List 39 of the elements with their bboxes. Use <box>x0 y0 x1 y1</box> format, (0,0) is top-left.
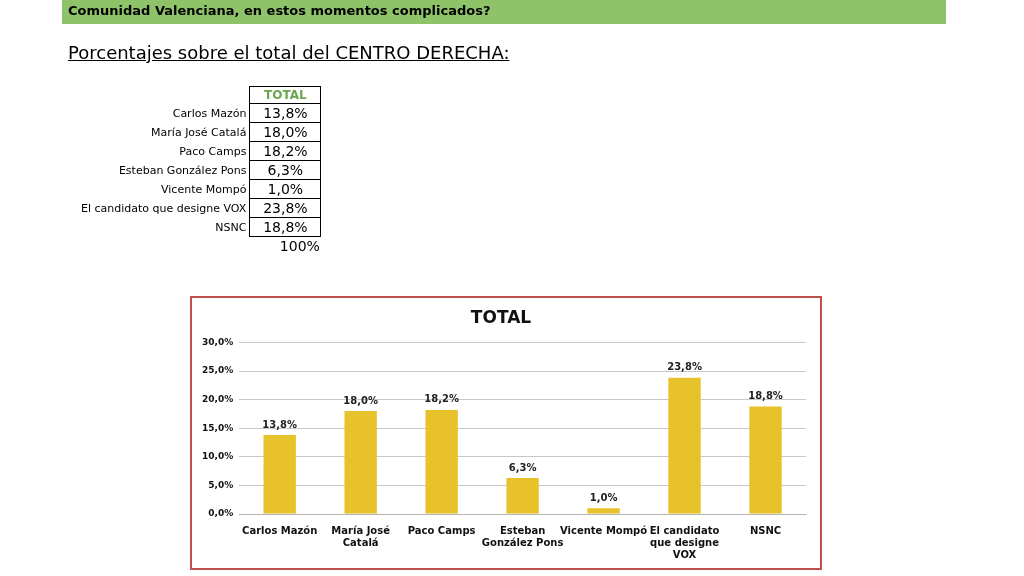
category-label: Esteban González Pons <box>118 163 247 177</box>
text: 23,8% <box>263 200 308 216</box>
chart-subtitle: Porcentajes sobre el total del CENTRO DERECHA: <box>68 42 510 63</box>
y-tick-label: 0,0% <box>208 508 234 519</box>
y-tick-label: 15,0% <box>201 422 234 433</box>
category-label: El candidato que designe VOX <box>81 201 247 215</box>
text: 18,0% <box>263 124 308 140</box>
text: 1,0% <box>267 181 304 197</box>
category-label: Paco Camps <box>179 144 247 158</box>
x-tick-label: Paco Camps <box>407 524 476 536</box>
x-tick-label: Vicente Mompó <box>560 524 648 536</box>
x-tick-label: María José Catalá <box>331 524 391 548</box>
chart-title: TOTAL <box>264 88 307 102</box>
text: 18,8% <box>263 219 308 235</box>
data-label: 18,2% <box>424 393 459 405</box>
category-label: María José Catalá <box>151 125 247 139</box>
data-label: 18,0% <box>343 394 379 406</box>
data-label: 1,0% <box>589 491 618 503</box>
x-tick-label: Carlos Mazón <box>242 524 318 536</box>
text: 13,8% <box>263 105 308 121</box>
data-label: 6,3% <box>508 461 537 473</box>
category-label: Vicente Mompó <box>161 182 247 196</box>
text: Comunidad Valenciana, en estos momentos complicados? <box>62 0 946 24</box>
y-tick-label: 30,0% <box>201 336 234 347</box>
y-tick-label: 10,0% <box>201 451 234 462</box>
x-tick-label: NSNC <box>749 524 782 536</box>
text: 18,2% <box>263 143 308 159</box>
data-label: 18,8% <box>748 390 783 402</box>
y-tick-label: 25,0% <box>201 365 234 376</box>
x-tick-label: El candidato que designe VOX <box>649 524 720 560</box>
text: 100% <box>278 237 321 255</box>
chart-title: TOTAL <box>470 306 532 327</box>
category-label: NSNC <box>215 220 247 234</box>
data-label: 23,8% <box>667 361 702 373</box>
text: 6,3% <box>267 162 304 178</box>
y-tick-label: 20,0% <box>201 393 234 404</box>
category-label: Carlos Mazón <box>172 106 247 120</box>
y-tick-label: 5,0% <box>208 479 234 490</box>
data-label: 13,8% <box>262 418 298 430</box>
